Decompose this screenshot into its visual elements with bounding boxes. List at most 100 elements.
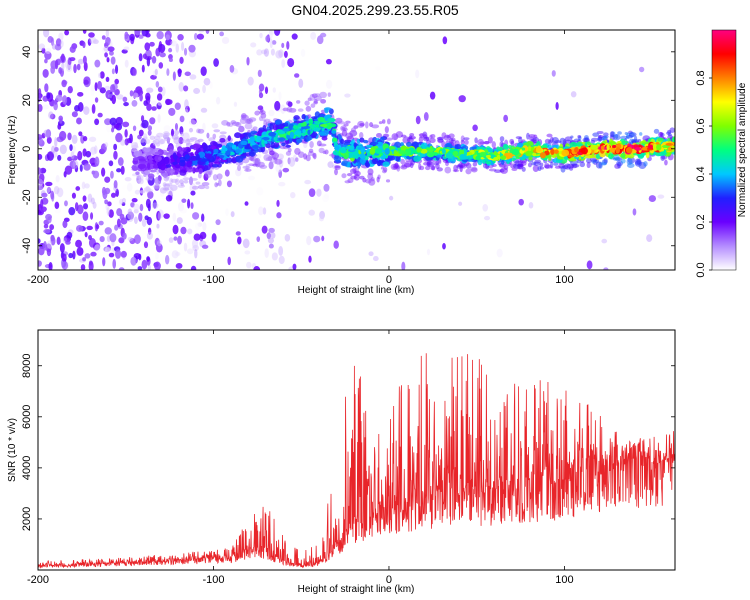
- heatmap-cell: [152, 164, 159, 169]
- heatmap-cell: [45, 129, 52, 139]
- heatmap-cell: [634, 160, 642, 167]
- heatmap-cell: [494, 169, 502, 174]
- heatmap-cell: [613, 154, 620, 161]
- heatmap-cell: [177, 146, 183, 153]
- heatmap-cell: [270, 232, 276, 239]
- heatmap-cell: [46, 248, 52, 257]
- heatmap-cell: [38, 43, 46, 50]
- heatmap-cell: [472, 124, 478, 132]
- heatmap-cell: [459, 153, 467, 160]
- heatmap-cell: [45, 213, 53, 221]
- heatmap-cell: [429, 137, 436, 144]
- heatmap-cell: [104, 176, 111, 183]
- heatmap-cell: [43, 229, 51, 234]
- heatmap-cell: [184, 108, 189, 117]
- heatmap-cell: [365, 121, 369, 129]
- heatmap-cell: [46, 92, 51, 99]
- heatmap-cell: [85, 150, 92, 158]
- heatmap-cell: [292, 263, 297, 270]
- heatmap-cell: [569, 141, 578, 149]
- heatmap-cell: [88, 32, 95, 38]
- heatmap-cell: [284, 234, 291, 242]
- heatmap-cell: [143, 241, 149, 249]
- heatmap-cell: [579, 161, 586, 168]
- heatmap-cell: [298, 151, 305, 159]
- heatmap-cell: [372, 256, 379, 262]
- heatmap-cell: [313, 99, 318, 104]
- heatmap-cell: [156, 132, 164, 138]
- heatmap-cell: [325, 58, 332, 65]
- heatmap-cell: [238, 125, 245, 133]
- heatmap-cell: [521, 147, 526, 151]
- heatmap-cell: [418, 136, 424, 143]
- heatmap-cell: [420, 148, 428, 154]
- heatmap-cell: [158, 43, 166, 53]
- heatmap-cell: [144, 138, 151, 145]
- heatmap-cell: [116, 168, 122, 173]
- heatmap-cell: [274, 141, 280, 148]
- heatmap-cell: [384, 126, 389, 134]
- heatmap-cell: [138, 129, 144, 137]
- heatmap-cell: [94, 82, 98, 92]
- heatmap-cell: [375, 148, 383, 154]
- heatmap-cell: [190, 177, 198, 181]
- heatmap-cell: [419, 165, 425, 171]
- x-tick-label: 100: [555, 574, 573, 586]
- heatmap-cell: [381, 169, 387, 174]
- heatmap-cell: [532, 152, 537, 157]
- heatmap-cell: [515, 136, 522, 140]
- heatmap-cell: [180, 207, 187, 214]
- heatmap-cell: [634, 147, 642, 151]
- heatmap-cell: [271, 40, 277, 45]
- heatmap-cell: [95, 224, 100, 230]
- heatmap-cell: [152, 139, 161, 145]
- heatmap-cell: [345, 120, 351, 124]
- heatmap-cell: [176, 157, 181, 164]
- heatmap-cell: [359, 122, 365, 127]
- heatmap-cell: [146, 162, 151, 170]
- heatmap-cell: [262, 118, 271, 122]
- heatmap-cell: [227, 135, 231, 142]
- heatmap-cell: [171, 250, 179, 259]
- heatmap-cell: [65, 63, 73, 72]
- heatmap-cell: [105, 76, 110, 83]
- heatmap-cell: [173, 236, 178, 241]
- heatmap-cell: [537, 165, 542, 172]
- heatmap-cell: [61, 261, 69, 270]
- heatmap-cell: [224, 169, 230, 177]
- heatmap-cell: [647, 144, 654, 149]
- heatmap-cell: [83, 79, 89, 85]
- heatmap-cell: [170, 178, 178, 183]
- heatmap-cell: [325, 79, 333, 89]
- heatmap-cell: [43, 241, 47, 251]
- heatmap-cell: [133, 90, 137, 99]
- heatmap-cell: [149, 135, 156, 141]
- heatmap-cell: [499, 141, 504, 148]
- heatmap-cell: [560, 165, 566, 173]
- heatmap-cell: [275, 120, 281, 125]
- heatmap-cell: [105, 123, 112, 133]
- heatmap-cell: [620, 152, 626, 158]
- heatmap-cell: [353, 142, 357, 148]
- heatmap-cell: [400, 158, 405, 165]
- heatmap-cell: [200, 158, 209, 162]
- heatmap-cell: [322, 194, 330, 203]
- heatmap-cell: [152, 199, 157, 209]
- heatmap-cell: [474, 137, 478, 144]
- heatmap-cell: [116, 94, 124, 100]
- heatmap-cell: [305, 105, 312, 112]
- heatmap-cell: [216, 182, 220, 186]
- heatmap-cell: [472, 162, 478, 167]
- heatmap-cell: [190, 265, 197, 270]
- heatmap-cell: [253, 135, 258, 139]
- heatmap-cell: [643, 161, 648, 167]
- heatmap-cell: [122, 232, 127, 240]
- heatmap-cell: [55, 94, 63, 102]
- heatmap-cell: [304, 100, 310, 106]
- heatmap-cell: [423, 112, 429, 121]
- heatmap-cell: [168, 237, 174, 243]
- heatmap-cell: [194, 33, 198, 41]
- heatmap-cell: [154, 261, 161, 270]
- heatmap-cell: [266, 232, 272, 240]
